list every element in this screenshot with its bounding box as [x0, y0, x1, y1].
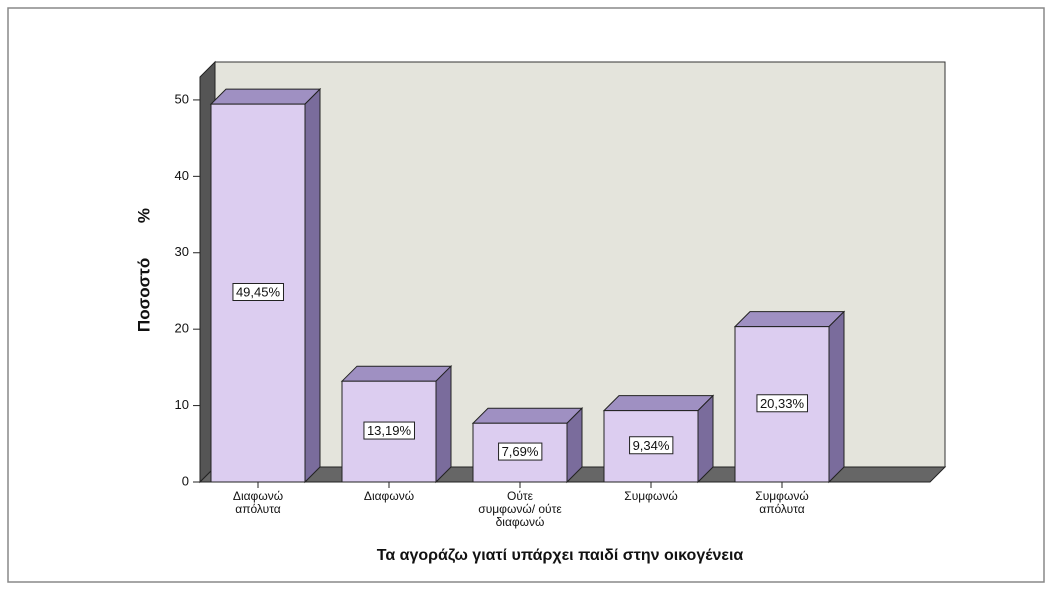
value-label-box	[756, 394, 808, 413]
y-tick-label: 50	[175, 91, 189, 106]
y-tick-label: 20	[175, 321, 189, 336]
bar-top	[471, 407, 584, 424]
y-axis-label: Ποσοστό %	[134, 208, 153, 332]
y-tick-label: 0	[182, 473, 189, 488]
value-label-box	[363, 421, 415, 440]
bar	[472, 422, 568, 483]
y-tick-label: 10	[175, 397, 189, 412]
value-label-box	[498, 442, 543, 461]
x-tick-label: Συμφωνώ	[624, 489, 678, 503]
x-tick-label: Διαφωνώ	[363, 489, 415, 503]
value-label-box	[232, 283, 284, 302]
bar-side	[304, 87, 321, 484]
x-tick-label: Συμφωνώ απόλυτα	[755, 489, 809, 516]
bar-top	[209, 88, 322, 105]
bar-top	[340, 365, 453, 382]
value-label: 49,45%	[236, 285, 281, 300]
x-tick-label: Διαφωνώ απόλυτα	[232, 489, 284, 516]
value-label: 7,69%	[502, 444, 539, 459]
bar-top	[602, 395, 715, 412]
bar-side	[697, 394, 714, 484]
y-tick-label: 40	[175, 168, 189, 183]
value-label-box	[629, 436, 674, 455]
bar-side	[435, 365, 452, 484]
bar-top	[733, 311, 846, 328]
value-label: 13,19%	[367, 423, 412, 438]
x-tick-label: Ούτε συμφωνώ/ ούτε διαφωνώ	[478, 489, 562, 529]
value-label: 20,33%	[760, 396, 805, 411]
x-axis-label: Τα αγοράζω γιατί υπάρχει παιδί στην οικο…	[377, 547, 744, 564]
value-label: 9,34%	[633, 438, 670, 453]
y-tick-label: 30	[175, 244, 189, 259]
bar-side	[828, 310, 845, 484]
